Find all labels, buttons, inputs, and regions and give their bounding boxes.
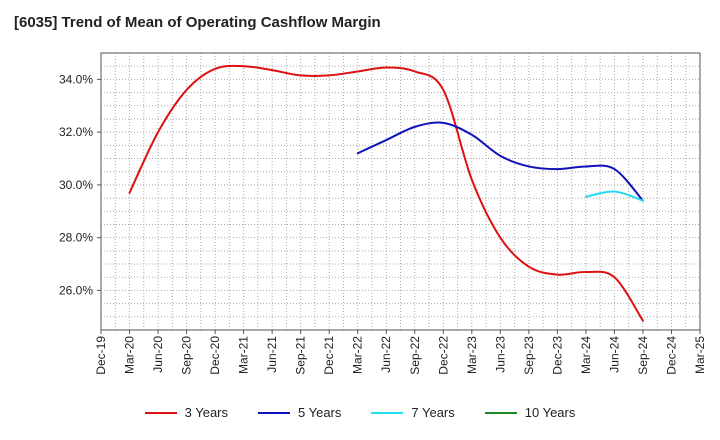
x-tick-label: Mar-22 bbox=[351, 336, 365, 374]
y-tick-label: 32.0% bbox=[59, 125, 93, 139]
y-tick-label: 34.0% bbox=[59, 72, 93, 86]
legend-item-7-years: 7 Years bbox=[371, 405, 455, 420]
x-tick-label: Mar-24 bbox=[579, 336, 593, 374]
legend-item-5-years: 5 Years bbox=[258, 405, 341, 420]
legend-swatch bbox=[258, 411, 290, 414]
x-tick-label: Sep-23 bbox=[522, 336, 536, 375]
x-tick-label: Mar-20 bbox=[123, 336, 137, 374]
legend-label: 10 Years bbox=[524, 405, 576, 420]
series-lines bbox=[128, 64, 644, 322]
x-tick-label: Jun-22 bbox=[379, 336, 393, 373]
x-tick-label: Mar-25 bbox=[693, 336, 707, 374]
x-tick-label: Dec-21 bbox=[322, 336, 336, 375]
y-tick-label: 26.0% bbox=[59, 283, 93, 297]
legend-swatch bbox=[484, 411, 517, 414]
y-axis: 26.0% 28.0% 30.0% 32.0% 34.0% bbox=[59, 72, 101, 297]
legend-item-3-years: 3 Years bbox=[144, 405, 228, 420]
series-line-5-years bbox=[356, 121, 644, 202]
y-tick-label: 28.0% bbox=[59, 231, 93, 245]
x-tick-label: Sep-20 bbox=[180, 336, 194, 375]
x-tick-label: Sep-21 bbox=[294, 336, 308, 375]
legend-swatch bbox=[371, 411, 404, 414]
x-tick-label: Mar-23 bbox=[465, 336, 479, 374]
x-tick-label: Sep-24 bbox=[636, 336, 650, 375]
legend-item-10-years: 10 Years bbox=[484, 405, 576, 420]
x-axis: Dec-19 Mar-20 Jun-20 Sep-20 Dec-20 Mar-21 Jun-… bbox=[94, 330, 707, 375]
x-tick-label: Dec-24 bbox=[664, 336, 678, 375]
x-tick-label: Jun-23 bbox=[493, 336, 507, 373]
x-tick-label: Jun-21 bbox=[265, 336, 279, 373]
x-tick-label: Dec-19 bbox=[94, 336, 108, 375]
series-line-3-years bbox=[128, 64, 644, 322]
x-tick-label: Dec-22 bbox=[436, 336, 450, 375]
legend: 3 Years 5 Years 7 Years 10 Years bbox=[0, 405, 720, 420]
y-tick-label: 30.0% bbox=[59, 178, 93, 192]
legend-swatch bbox=[144, 411, 177, 414]
series-line-7-years bbox=[584, 190, 644, 202]
x-tick-label: Sep-22 bbox=[408, 336, 422, 375]
legend-label: 7 Years bbox=[411, 405, 455, 420]
x-tick-label: Mar-21 bbox=[237, 336, 251, 374]
chart-title: [6035] Trend of Mean of Operating Cashfl… bbox=[14, 14, 381, 31]
x-tick-label: Dec-20 bbox=[208, 336, 222, 375]
legend-label: 5 Years bbox=[298, 405, 342, 420]
plot-frame bbox=[100, 52, 701, 331]
x-tick-label: Jun-20 bbox=[151, 336, 165, 373]
x-tick-label: Jun-24 bbox=[607, 336, 621, 373]
x-tick-label: Dec-23 bbox=[550, 336, 564, 375]
legend-label: 3 Years bbox=[184, 405, 228, 420]
